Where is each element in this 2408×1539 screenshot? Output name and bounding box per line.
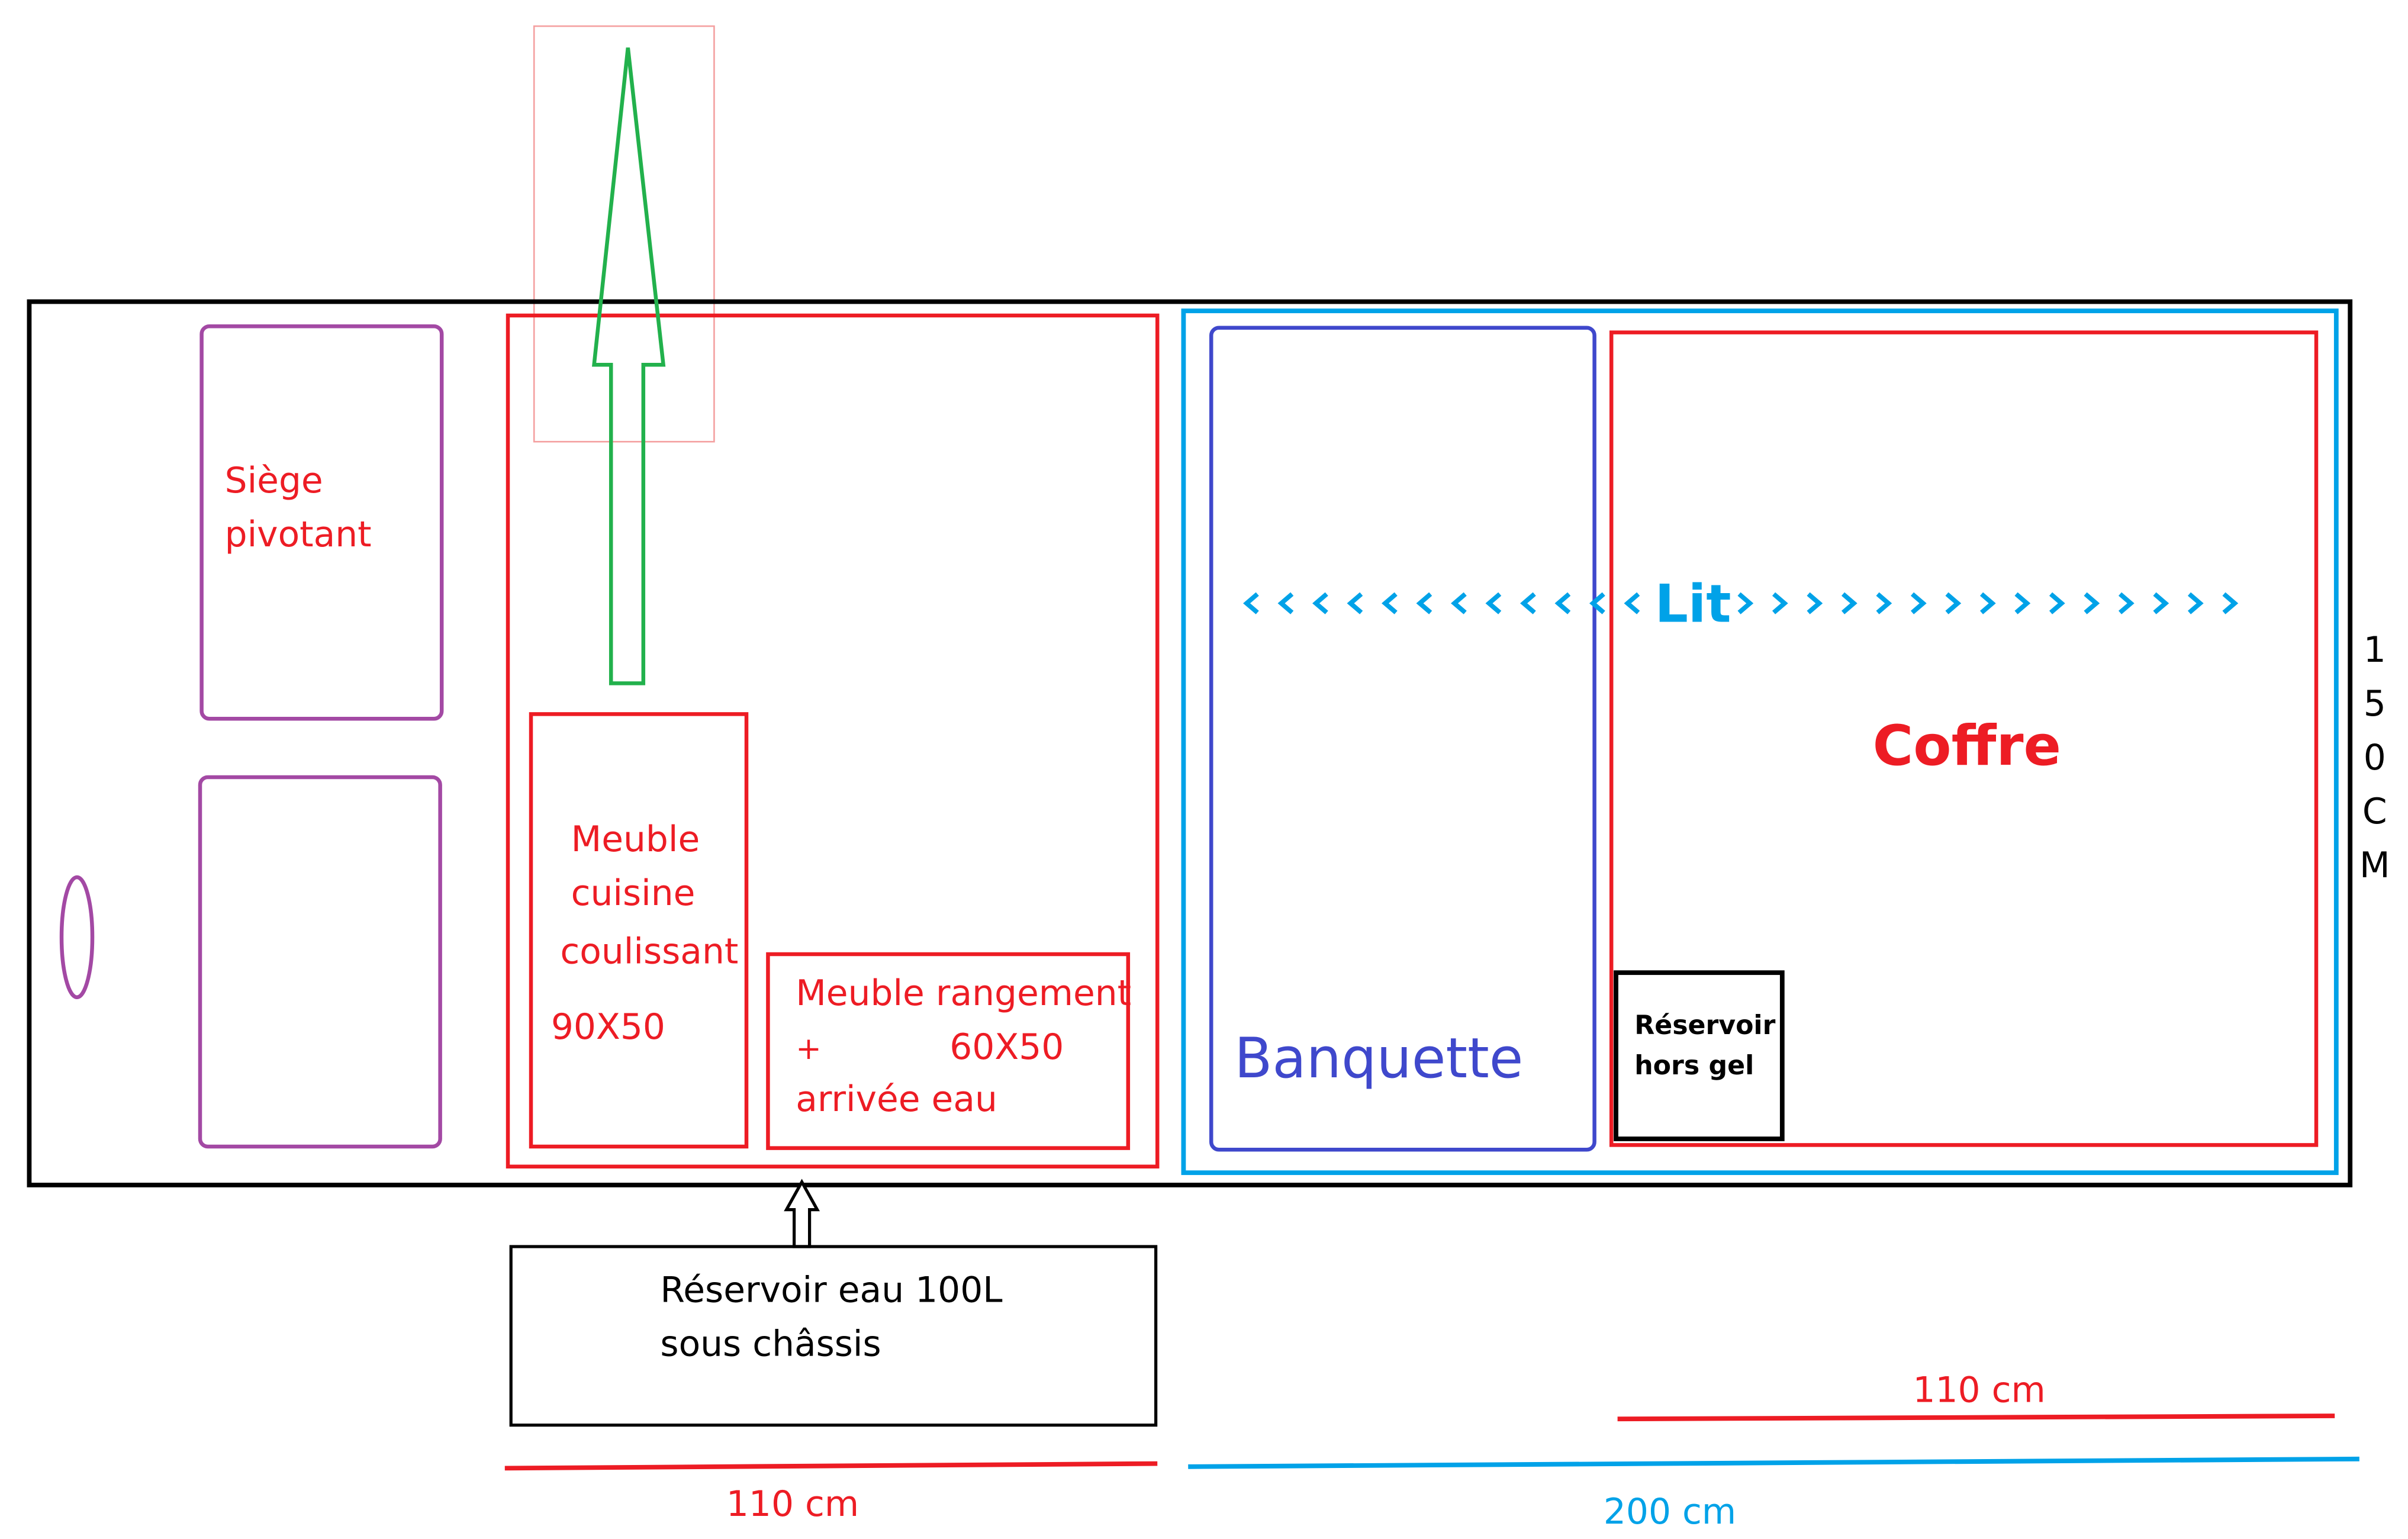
bed-label: Lit xyxy=(1655,573,1731,634)
chevron-right-icon xyxy=(2187,592,2204,614)
chevron-left-icon xyxy=(1416,592,1432,614)
width-label-char: 5 xyxy=(2364,683,2386,725)
storage-label-3: arrivée eau xyxy=(796,1078,997,1120)
storage-label-1: Meuble rangement xyxy=(796,973,1131,1014)
van-outline xyxy=(27,299,2353,1187)
banquette-label: Banquette xyxy=(1234,1026,1523,1091)
chevron-right-icon xyxy=(2118,592,2135,614)
chevron-left-icon xyxy=(1347,592,1363,614)
frost-tank-label-1: Réservoir xyxy=(1634,1010,1775,1041)
swivel-seat xyxy=(199,324,444,721)
width-label: 1 5 0 CM xyxy=(2359,629,2390,886)
connection-arrow-icon xyxy=(784,1179,820,1248)
bed-length-arrows xyxy=(1243,592,2239,614)
storage-plus: + xyxy=(796,1031,822,1067)
width-label-char: C xyxy=(2362,791,2387,832)
chevron-left-icon xyxy=(1312,592,1328,614)
chevron-left-icon xyxy=(1382,592,1398,614)
kitchen-size: 90X50 xyxy=(551,1006,665,1048)
frost-tank-label-2: hors gel xyxy=(1634,1051,1754,1081)
chevron-right-icon xyxy=(2153,592,2169,614)
bed-dimension-label: 200 cm xyxy=(1604,1491,1736,1532)
passenger-seat xyxy=(198,775,442,1149)
water-tank-label-1: Réservoir eau 100L xyxy=(660,1270,1002,1311)
bed-zone xyxy=(1181,308,2339,1176)
chevron-right-icon xyxy=(1807,592,1823,614)
chevron-left-icon xyxy=(1520,592,1536,614)
chevron-right-icon xyxy=(2084,592,2100,614)
chevron-left-icon xyxy=(1589,592,1605,614)
seat-label-1: Siège xyxy=(225,460,323,501)
chevron-left-icon xyxy=(1451,592,1467,614)
water-tank xyxy=(509,1245,1158,1427)
chevron-left-icon xyxy=(1277,592,1294,614)
width-label-char: 1 xyxy=(2364,629,2386,671)
kitchen-dimension-line xyxy=(504,1461,1158,1471)
water-tank-label-2: sous châssis xyxy=(660,1324,881,1365)
coffre-dimension-label: 110 cm xyxy=(1913,1370,2045,1411)
storage-size: 60X50 xyxy=(949,1026,1064,1068)
frost-free-tank xyxy=(1614,970,1785,1141)
kitchen-label-3: coulissant xyxy=(560,931,738,973)
coffre-label: Coffre xyxy=(1873,714,2061,778)
chevron-right-icon xyxy=(1910,592,1927,614)
banquette xyxy=(1209,326,1596,1152)
chevron-right-icon xyxy=(2049,592,2065,614)
chevron-right-icon xyxy=(1772,592,1788,614)
width-label-char: M xyxy=(2359,845,2390,886)
coffre-dimension-line xyxy=(1617,1414,2335,1422)
kitchen-unit xyxy=(529,712,749,1149)
chevron-right-icon xyxy=(2222,592,2239,614)
chevron-right-icon xyxy=(1979,592,1996,614)
bed-dimension-line xyxy=(1188,1456,2359,1469)
kitchen-zone xyxy=(506,313,1160,1169)
storage-unit xyxy=(766,952,1131,1150)
kitchen-dimension-label: 110 cm xyxy=(726,1483,859,1525)
door-handle xyxy=(59,875,95,1000)
chevron-left-icon xyxy=(1485,592,1502,614)
chevron-right-icon xyxy=(2014,592,2031,614)
chevron-right-icon xyxy=(1841,592,1857,614)
chevron-right-icon xyxy=(1737,592,1754,614)
kitchen-label-1: Meuble xyxy=(571,819,700,860)
seat-label-2: pivotant xyxy=(225,514,372,555)
storage-chest xyxy=(1609,330,2319,1147)
chevron-right-icon xyxy=(1945,592,1962,614)
selection-box xyxy=(533,25,715,443)
chevron-left-icon xyxy=(1243,592,1259,614)
chevron-left-icon xyxy=(1554,592,1571,614)
slide-arrow-icon xyxy=(592,47,666,685)
width-label-char: 0 xyxy=(2364,737,2386,778)
kitchen-label-2: cuisine xyxy=(571,872,696,914)
chevron-left-icon xyxy=(1624,592,1640,614)
chevron-right-icon xyxy=(1876,592,1892,614)
